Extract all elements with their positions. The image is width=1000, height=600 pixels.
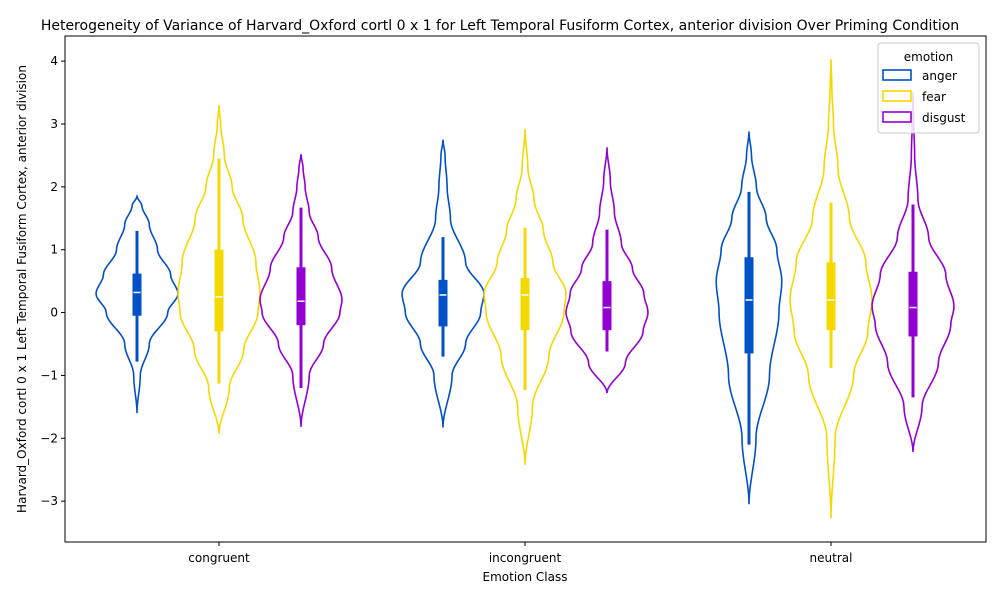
y-tick-label: −2 — [40, 431, 58, 445]
iqr-box-disgust-congruent — [296, 267, 306, 326]
iqr-box-disgust-neutral — [908, 271, 918, 337]
legend-label-anger: anger — [922, 69, 957, 83]
x-tick-label: incongruent — [489, 551, 562, 565]
legend-swatch-disgust — [882, 111, 912, 123]
chart-title: Heterogeneity of Variance of Harvard_Oxf… — [41, 18, 959, 34]
iqr-box-anger-neutral — [744, 257, 754, 354]
violin-fear-neutral — [789, 59, 873, 519]
violin-fear-congruent — [177, 105, 261, 434]
legend-title: emotion — [904, 50, 953, 64]
legend-label-disgust: disgust — [922, 111, 966, 125]
legend-swatch-anger — [882, 69, 912, 81]
x-axis: congruent incongruent neutral — [188, 542, 852, 565]
violin-fear-incongruent — [483, 129, 567, 465]
legend-swatch-fear — [882, 90, 912, 102]
legend-frame — [877, 42, 980, 134]
x-tick-label: congruent — [188, 551, 250, 565]
y-tick-label: 0 — [50, 306, 58, 320]
violin-anger-neutral — [715, 131, 783, 505]
plot-area — [95, 59, 955, 519]
violin-anger-congruent — [95, 193, 179, 414]
iqr-box-anger-congruent — [132, 273, 142, 316]
y-tick-label: −3 — [40, 494, 58, 508]
y-tick-label: 3 — [50, 117, 58, 131]
y-tick-label: 2 — [50, 180, 58, 194]
iqr-box-fear-neutral — [826, 262, 836, 331]
y-axis: −3 −2 −1 0 1 2 3 4 — [40, 54, 65, 508]
violin-disgust-incongruent — [565, 147, 649, 394]
iqr-box-anger-incongruent — [438, 279, 448, 327]
iqr-box-fear-congruent — [214, 249, 224, 332]
violin-disgust-congruent — [259, 154, 343, 427]
legend: emotion anger fear disgust — [877, 42, 980, 134]
x-axis-label: Emotion Class — [483, 570, 568, 584]
iqr-box-fear-incongruent — [520, 278, 530, 331]
violin-anger-incongruent — [401, 139, 485, 428]
legend-label-fear: fear — [922, 90, 946, 104]
iqr-box-disgust-incongruent — [602, 281, 612, 331]
x-tick-label: neutral — [810, 551, 853, 565]
y-tick-label: 1 — [50, 243, 58, 257]
y-tick-label: 4 — [50, 54, 58, 68]
y-tick-label: −1 — [40, 368, 58, 382]
y-axis-label: Harvard_Oxford cortl 0 x 1 Left Temporal… — [15, 65, 29, 513]
